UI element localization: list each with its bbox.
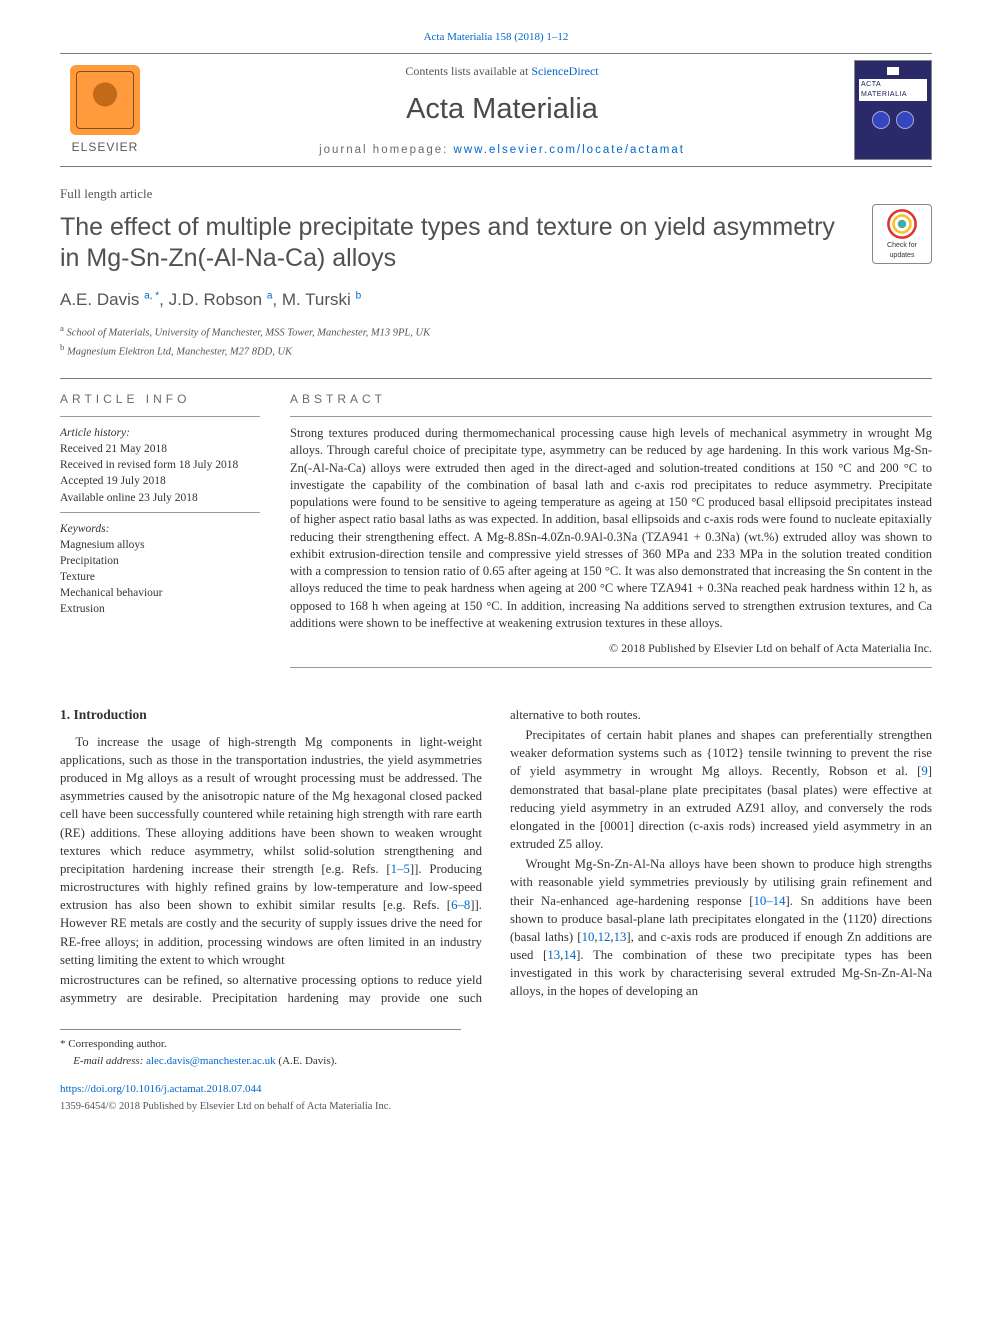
affiliation-b: Magnesium Elektron Ltd, Manchester, M27 … (67, 347, 292, 358)
issn-line: 1359-6454/© 2018 Published by Elsevier L… (60, 1100, 932, 1115)
masthead: ELSEVIER Contents lists available at Sci… (60, 53, 932, 167)
homepage-link[interactable]: www.elsevier.com/locate/actamat (454, 144, 685, 156)
ref-link[interactable]: 13 (547, 948, 560, 962)
crossmark-text1: Check for (887, 241, 917, 251)
affil-link[interactable]: b (356, 290, 362, 301)
affil-link[interactable]: a (144, 290, 150, 301)
cover-title: ACTA MATERIALIA (859, 79, 927, 101)
keyword-item: Magnesium alloys (60, 537, 260, 553)
body-text: 1. Introduction To increase the usage of… (60, 706, 932, 1007)
author: A.E. Davis (60, 290, 139, 309)
ref-link[interactable]: 14 (563, 948, 576, 962)
crossmark-text2: updates (890, 251, 915, 261)
keyword-item: Precipitation (60, 553, 260, 569)
history-label: Article history: (60, 425, 260, 441)
article-type: Full length article (60, 185, 932, 203)
ref-link[interactable]: 1–5 (391, 862, 410, 876)
author: J.D. Robson (169, 290, 263, 309)
doi-link[interactable]: https://doi.org/10.1016/j.actamat.2018.0… (60, 1083, 261, 1095)
journal-title: Acta Materialia (170, 89, 834, 130)
homepage-prefix: journal homepage: (319, 144, 453, 156)
contents-prefix: Contents lists available at (405, 64, 531, 78)
abstract: abstract Strong textures produced during… (290, 391, 932, 668)
elsevier-wordmark: ELSEVIER (72, 139, 139, 156)
top-citation-link[interactable]: Acta Materialia 158 (2018) 1–12 (424, 31, 569, 43)
keyword-item: Texture (60, 569, 260, 585)
affiliations: a School of Materials, University of Man… (60, 322, 932, 361)
cover-dot-icon (896, 111, 914, 129)
ref-link[interactable]: 10 (582, 930, 595, 944)
author: M. Turski (282, 290, 351, 309)
article-info-head: article info (60, 391, 260, 408)
body-text: To increase the usage of high-strength M… (60, 735, 482, 876)
miller-index: {101̄2} (706, 746, 744, 760)
abstract-text: Strong textures produced during thermome… (290, 425, 932, 632)
keyword-item: Mechanical behaviour (60, 585, 260, 601)
journal-homepage: journal homepage: www.elsevier.com/locat… (170, 142, 834, 158)
elsevier-tree-icon (70, 65, 140, 135)
ref-link[interactable]: 13 (614, 930, 627, 944)
section-heading: 1. Introduction (60, 706, 482, 725)
email-link[interactable]: alec.davis@manchester.ac.uk (146, 1055, 276, 1067)
sciencedirect-link[interactable]: ScienceDirect (531, 64, 598, 78)
history-received: Received 21 May 2018 (60, 441, 260, 457)
ref-link[interactable]: 10–14 (753, 894, 785, 908)
crossmark-icon (885, 207, 919, 241)
cover-flag-icon (887, 67, 899, 75)
ref-link[interactable]: 12 (598, 930, 611, 944)
elsevier-logo: ELSEVIER (60, 60, 150, 160)
affil-link[interactable]: a (267, 290, 273, 301)
journal-cover-thumbnail: ACTA MATERIALIA (854, 60, 932, 160)
crossmark-badge[interactable]: Check for updates (872, 204, 932, 264)
history-revised: Received in revised form 18 July 2018 (60, 457, 260, 473)
contents-line: Contents lists available at ScienceDirec… (170, 63, 834, 80)
keywords-label: Keywords: (60, 521, 260, 537)
abstract-head: abstract (290, 391, 932, 408)
cover-dot-icon (872, 111, 890, 129)
history-online: Available online 23 July 2018 (60, 490, 260, 506)
article-info: article info Article history: Received 2… (60, 391, 260, 668)
article-title: The effect of multiple precipitate types… (60, 212, 852, 275)
email-suffix: (A.E. Davis). (276, 1055, 337, 1067)
miller-index: ⟨112̄0⟩ (842, 912, 877, 926)
abstract-copyright: © 2018 Published by Elsevier Ltd on beha… (290, 640, 932, 657)
page-footer: * Corresponding author. E-mail address: … (60, 1029, 461, 1069)
history-accepted: Accepted 19 July 2018 (60, 473, 260, 489)
top-citation: Acta Materialia 158 (2018) 1–12 (60, 30, 932, 45)
email-label: E-mail address: (73, 1055, 146, 1067)
ref-link[interactable]: 6–8 (451, 898, 470, 912)
corresponding-author-note: * Corresponding author. (60, 1036, 461, 1053)
affiliation-a: School of Materials, University of Manch… (67, 327, 431, 338)
author-list: A.E. Davis a, *, J.D. Robson a, M. Tursk… (60, 288, 932, 312)
keyword-item: Extrusion (60, 601, 260, 617)
corr-link[interactable]: * (155, 290, 159, 301)
